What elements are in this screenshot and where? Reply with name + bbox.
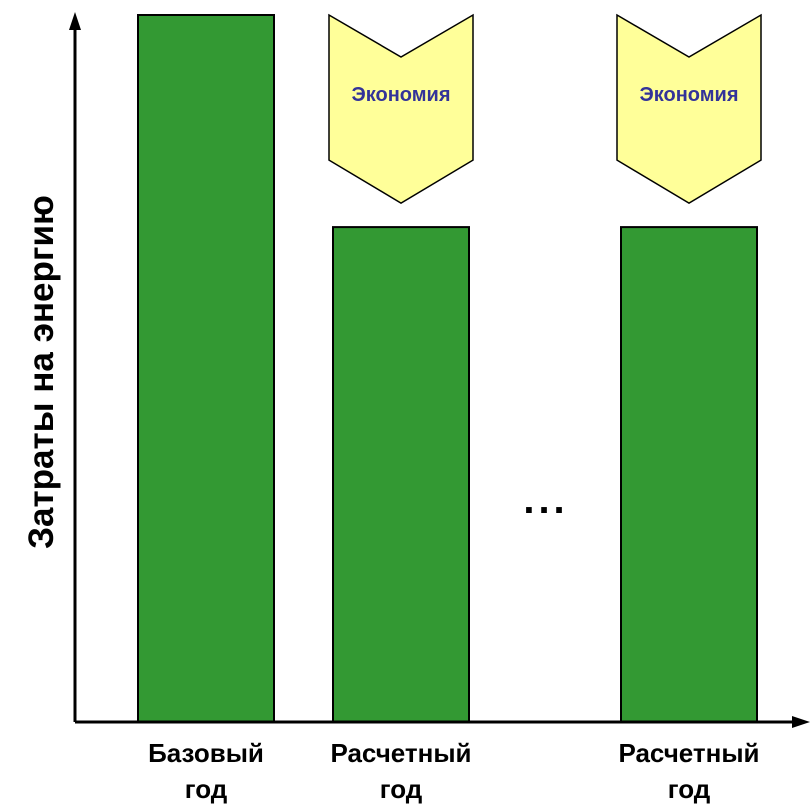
bars: [137, 14, 758, 723]
x-tick-line2: год: [379, 774, 423, 804]
bar-1: [332, 226, 470, 723]
x-tick-label-0: Базовый год: [106, 735, 306, 807]
x-axis-arrow: [792, 716, 810, 728]
x-tick-label-2: Расчетный год: [589, 735, 789, 807]
x-tick-line1: Расчетный: [330, 738, 472, 768]
savings-label-1: Экономия: [639, 84, 739, 106]
gap-ellipsis: ...: [523, 478, 569, 522]
x-tick-line2: год: [667, 774, 711, 804]
x-tick-line1: Базовый: [148, 738, 264, 768]
axes: [69, 12, 810, 728]
y-axis-arrow: [69, 12, 81, 30]
savings-arrow-0: [328, 13, 474, 204]
savings-arrow-1: [616, 13, 762, 204]
y-axis-label: Затраты на энергию: [22, 195, 61, 549]
bar-2: [620, 226, 758, 723]
x-tick-line1: Расчетный: [618, 738, 760, 768]
savings-label-0: Экономия: [351, 84, 451, 106]
x-tick-line2: год: [184, 774, 228, 804]
x-tick-label-1: Расчетный год: [301, 735, 501, 807]
bar-0: [137, 14, 275, 723]
savings-arrows: [328, 13, 762, 204]
